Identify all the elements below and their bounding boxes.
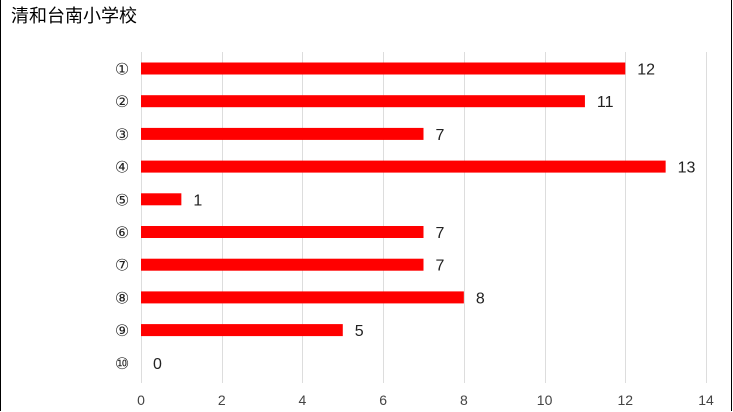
bar bbox=[141, 291, 464, 304]
data-label: 0 bbox=[153, 356, 162, 373]
data-labels: 12 11 7 13 1 7 7 8 5 0 bbox=[153, 62, 696, 373]
x-tick-label: 12 bbox=[617, 392, 633, 408]
data-label: 7 bbox=[436, 258, 445, 275]
x-tick-label: 8 bbox=[460, 392, 468, 408]
category-label: ③ bbox=[115, 127, 129, 144]
x-tick-label: 6 bbox=[379, 392, 387, 408]
bar bbox=[141, 160, 666, 173]
bar bbox=[141, 226, 424, 238]
data-label: 7 bbox=[436, 127, 445, 144]
x-tick-label: 10 bbox=[537, 392, 553, 408]
x-axis-ticks: 0 2 4 6 8 10 12 14 bbox=[137, 392, 714, 408]
x-tick-label: 4 bbox=[299, 392, 307, 408]
x-tick-label: 2 bbox=[218, 392, 226, 408]
category-label: ⑥ bbox=[115, 225, 129, 242]
bar bbox=[141, 95, 585, 108]
category-label: ① bbox=[115, 62, 129, 79]
data-label: 1 bbox=[193, 192, 202, 209]
data-label: 7 bbox=[436, 225, 445, 242]
category-label: ⑩ bbox=[115, 356, 129, 373]
category-label: ④ bbox=[115, 160, 129, 177]
bar bbox=[141, 258, 424, 271]
x-tick-label: 0 bbox=[137, 392, 145, 408]
bar bbox=[141, 127, 424, 140]
bar bbox=[141, 62, 626, 75]
bars bbox=[141, 62, 666, 337]
category-label: ⑦ bbox=[115, 258, 129, 275]
data-label: 13 bbox=[678, 160, 696, 177]
category-label: ⑨ bbox=[115, 323, 129, 340]
x-tick-label: 14 bbox=[698, 392, 714, 408]
bar bbox=[141, 324, 343, 337]
category-labels: ① ② ③ ④ ⑤ ⑥ ⑦ ⑧ ⑨ ⑩ bbox=[115, 62, 129, 373]
data-label: 5 bbox=[355, 323, 364, 340]
data-label: 11 bbox=[597, 94, 614, 111]
data-label: 12 bbox=[637, 62, 655, 79]
chart-title: 清和台南小学校 bbox=[11, 6, 137, 27]
category-label: ② bbox=[115, 94, 129, 111]
data-label: 8 bbox=[476, 290, 485, 307]
bar bbox=[141, 193, 182, 206]
category-label: ⑤ bbox=[115, 192, 129, 209]
category-label: ⑧ bbox=[115, 290, 129, 307]
